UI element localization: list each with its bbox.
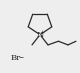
Text: Br: Br bbox=[11, 54, 21, 62]
Text: +: + bbox=[40, 30, 45, 35]
Text: −: − bbox=[18, 55, 23, 60]
Text: N: N bbox=[36, 31, 44, 39]
